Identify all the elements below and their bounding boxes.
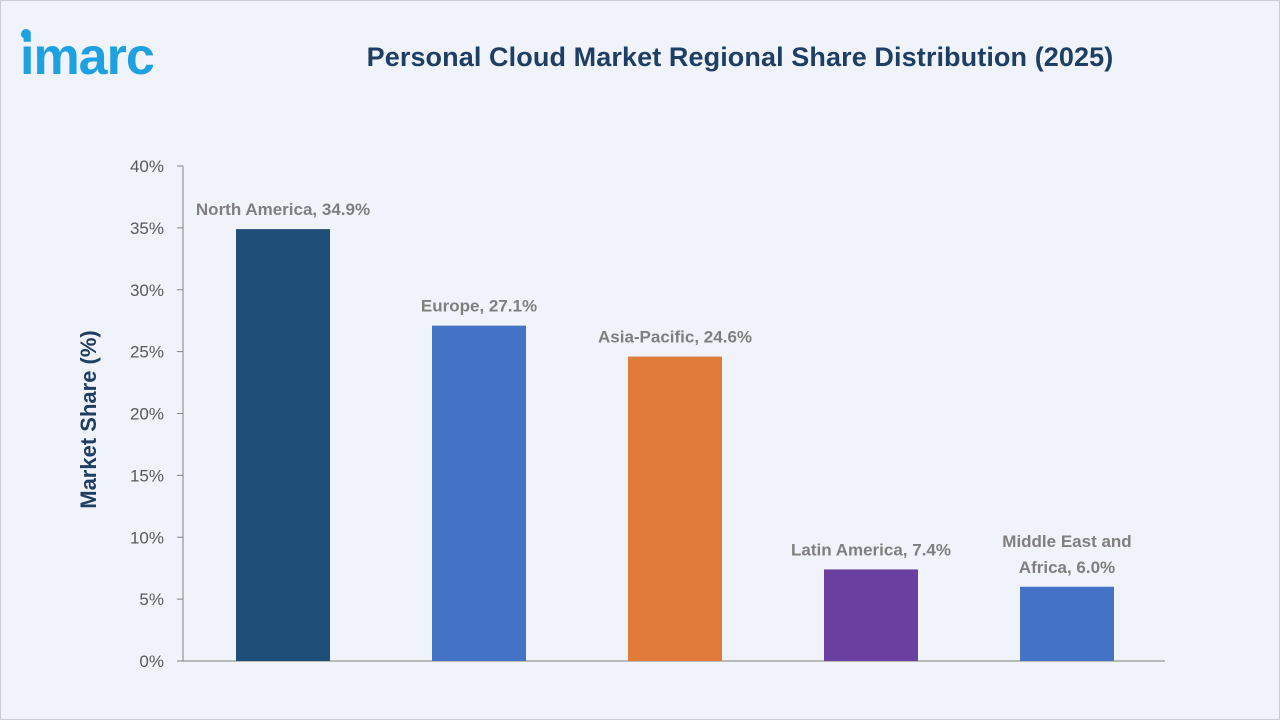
data-label: Asia-Pacific, 24.6% [598, 328, 752, 347]
y-tick-label: 35% [130, 219, 164, 238]
chart-title: Personal Cloud Market Regional Share Dis… [366, 42, 1114, 72]
y-tick-label: 30% [130, 281, 164, 300]
y-tick-label: 40% [130, 157, 164, 176]
data-label: North America, 34.9% [196, 200, 370, 219]
data-label: Africa, 6.0% [1019, 558, 1115, 577]
data-label: Europe, 27.1% [421, 297, 537, 316]
y-tick-label: 15% [130, 466, 164, 485]
bar-europe [432, 325, 526, 661]
logo-wordmark: imarc [20, 28, 154, 84]
y-tick-label: 10% [130, 528, 164, 547]
bar-middle-east-and-africa [1020, 586, 1114, 661]
data-label: Middle East and [1002, 532, 1131, 551]
y-tick-label: 20% [130, 405, 164, 424]
bar-asia-pacific [628, 356, 722, 661]
data-label: Latin America, 7.4% [791, 540, 951, 559]
bar-north-america [236, 229, 330, 662]
y-axis-title: Market Share (%) [76, 330, 101, 509]
bar-latin-america [824, 569, 918, 661]
imarc-logo: imarc [20, 28, 155, 84]
y-tick-label: 25% [130, 343, 164, 362]
y-tick-label: 0% [139, 652, 164, 671]
y-tick-label: 5% [139, 590, 164, 609]
